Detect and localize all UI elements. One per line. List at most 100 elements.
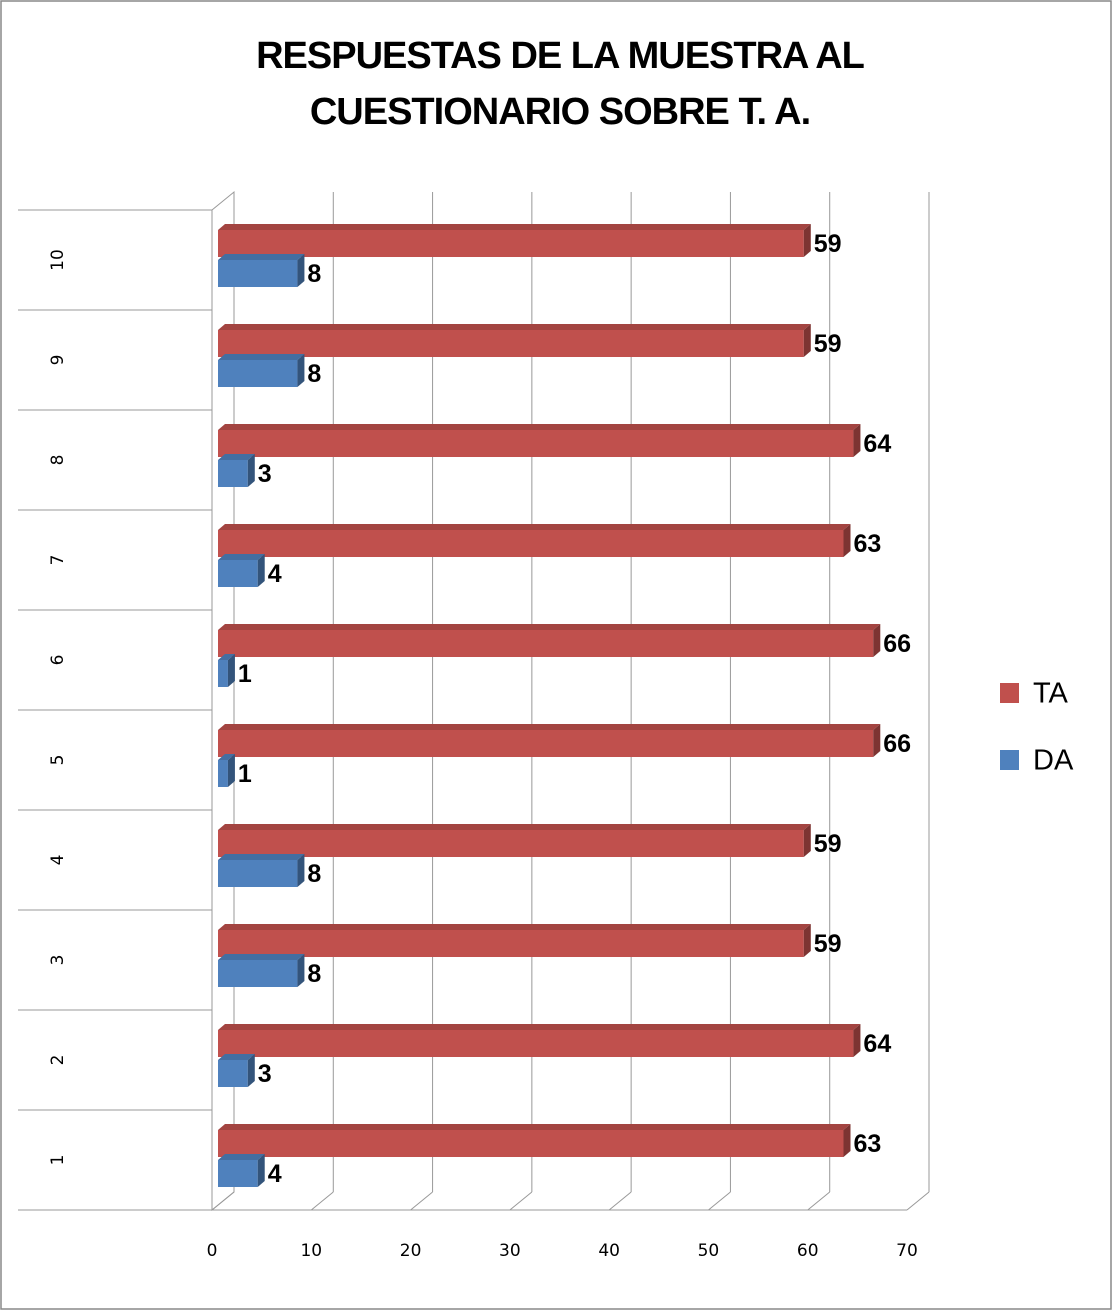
x-tick-label: 30 [499,1241,521,1261]
bar-side [247,454,255,487]
bar-top [218,554,265,560]
y-tick-label: 8 [48,455,68,466]
value-label: 59 [814,330,842,358]
value-label: 3 [258,460,272,488]
bar [218,830,804,857]
bar [218,460,248,487]
grid-floor-line [608,1191,632,1211]
bar [218,930,804,957]
bar-side [803,324,811,357]
bar-side [853,1024,861,1057]
bar-top [218,524,851,530]
bar [218,230,804,257]
bar-top [218,624,881,630]
bar-side [297,854,305,887]
bar-side [843,524,851,557]
value-label: 1 [238,760,252,788]
grid-floor-line [708,1191,731,1211]
bar [218,760,228,787]
y-tick-label: 1 [48,1155,68,1166]
chart-title: RESPUESTAS DE LA MUESTRA AL CUESTIONARIO… [256,35,865,133]
legend-swatch [1000,750,1019,770]
bar [218,430,854,457]
value-label: 8 [307,360,321,388]
bar [218,1160,258,1187]
y-tick-label: 7 [48,555,68,566]
value-label: 59 [814,230,842,258]
bar-side [247,1054,255,1087]
bar-side [297,954,305,987]
bar-top [218,1154,265,1160]
grid-floor-line [509,1191,533,1211]
bar-top [218,224,811,230]
legend-swatch [1000,683,1019,703]
bar-top [218,924,811,930]
value-label: 8 [307,960,321,988]
bar-side [803,224,811,257]
y-tick-label: 3 [48,955,68,966]
value-label: 64 [863,430,891,458]
value-label: 1 [238,660,252,688]
bar-side [257,554,265,587]
bar-side [227,754,235,787]
value-label: 3 [258,1060,272,1088]
value-label: 8 [307,860,321,888]
bar-top [218,254,305,260]
grid-floor-line [211,1191,235,1211]
bar [218,960,298,987]
bar [218,330,804,357]
bar-top [218,654,235,660]
value-label: 66 [883,630,911,658]
bar-top [218,824,811,830]
bar-top [218,324,811,330]
bar [218,530,844,557]
grid-floor-line [807,1191,831,1211]
bar-side [257,1154,265,1187]
y-tick-label: 6 [48,655,68,666]
grid-floor-line [410,1191,433,1211]
bar-top [218,1024,861,1030]
legend-label: DA [1033,745,1074,777]
bar-top [218,954,305,960]
bar-top [218,1124,851,1130]
value-label: 59 [814,830,842,858]
bar [218,660,228,687]
bar-side [297,254,305,287]
value-label: 63 [854,1130,882,1158]
x-tick-label: 20 [400,1241,422,1261]
bar-side [803,824,811,857]
bar [218,730,874,757]
bar [218,860,298,887]
bar-side [843,1124,851,1157]
bar-side [873,724,881,757]
value-label: 64 [863,1030,891,1058]
bar-top [218,454,255,460]
bar [218,630,874,657]
x-tick-label: 50 [698,1241,720,1261]
value-label: 66 [883,730,911,758]
bar [218,1060,248,1087]
legend-label: TA [1033,678,1069,710]
y-tick-label: 10 [48,249,68,271]
grid-floor-line [906,1191,930,1211]
bar [218,260,298,287]
value-label: 4 [268,560,282,588]
bar-side [297,354,305,387]
value-label: 63 [854,530,882,558]
bar-side [803,924,811,957]
bar-side [873,624,881,657]
x-tick-label: 70 [896,1241,918,1261]
bar-side [227,654,235,687]
y-tick-label: 5 [48,755,68,766]
bar-top [218,754,235,760]
bar-top [218,424,861,430]
bar [218,1030,854,1057]
value-label: 59 [814,930,842,958]
y-tick-label: 2 [48,1055,68,1066]
bar-side [853,424,861,457]
value-label: 8 [307,260,321,288]
bar-top [218,1054,255,1060]
x-tick-label: 10 [300,1241,322,1261]
bar [218,360,298,387]
